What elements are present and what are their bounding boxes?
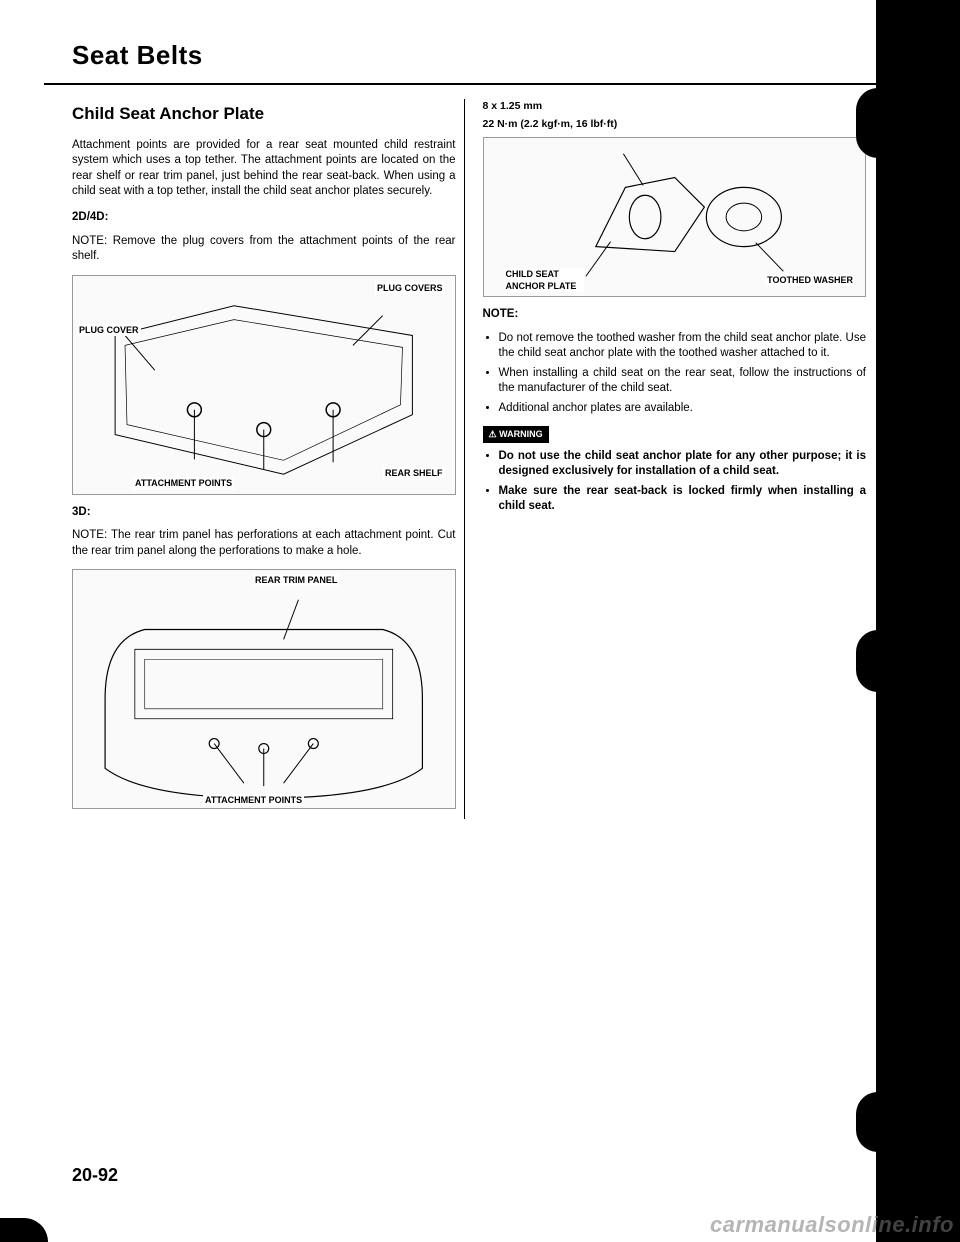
note-list: Do not remove the toothed washer from th… (483, 331, 867, 417)
label-attachment-points-2: ATTACHMENT POINTS (203, 794, 304, 806)
diagram-anchor-plate: CHILD SEAT ANCHOR PLATE TOOTHED WASHER (483, 137, 867, 297)
subhead-3d: 3D: (72, 505, 456, 521)
label-attachment-points-1: ATTACHMENT POINTS (133, 477, 234, 489)
page-title: Seat Belts (44, 20, 876, 77)
note-plug-covers: NOTE: Remove the plug covers from the at… (72, 234, 456, 265)
index-tab (856, 88, 878, 158)
left-column: Child Seat Anchor Plate Attachment point… (72, 99, 465, 819)
index-tab (856, 1092, 878, 1152)
warning-item: Do not use the child seat anchor plate f… (499, 449, 867, 480)
rear-trim-svg (73, 570, 455, 808)
figure-rear-trim: REAR TRIM PANEL ATTACHMENT POINTS (72, 569, 456, 809)
note-item: Do not remove the toothed washer from th… (499, 331, 867, 362)
label-rear-shelf: REAR SHELF (383, 467, 445, 479)
label-plug-covers: PLUG COVERS (375, 282, 445, 294)
warning-list: Do not use the child seat anchor plate f… (483, 449, 867, 515)
label-anchor-plate: CHILD SEAT ANCHOR PLATE (504, 268, 584, 292)
intro-paragraph: Attachment points are provided for a rea… (72, 138, 456, 200)
note-item: When installing a child seat on the rear… (499, 366, 867, 397)
content-columns: Child Seat Anchor Plate Attachment point… (44, 85, 876, 819)
manual-page: Seat Belts Child Seat Anchor Plate Attac… (44, 20, 876, 1200)
warning-badge: ⚠ WARNING (483, 426, 549, 442)
index-tab (856, 630, 878, 692)
warning-item: Make sure the rear seat-back is locked f… (499, 484, 867, 515)
right-column: 8 x 1.25 mm 22 N·m (2.2 kgf·m, 16 lbf·ft… (483, 99, 867, 819)
note-heading: NOTE: (483, 307, 867, 323)
figure-rear-shelf: PLUG COVER PLUG COVERS ATTACHMENT POINTS… (72, 275, 456, 495)
label-plug-cover: PLUG COVER (77, 324, 141, 336)
rear-shelf-svg (73, 276, 455, 494)
note-item: Additional anchor plates are available. (499, 401, 867, 417)
diagram-rear-trim: REAR TRIM PANEL ATTACHMENT POINTS (72, 569, 456, 809)
figure-anchor-plate: CHILD SEAT ANCHOR PLATE TOOTHED WASHER (483, 137, 867, 297)
label-toothed-washer: TOOTHED WASHER (765, 274, 855, 286)
watermark-text: carmanualsonline.info (704, 1208, 960, 1242)
subhead-2d4d: 2D/4D: (72, 210, 456, 226)
note-rear-trim: NOTE: The rear trim panel has perforatio… (72, 528, 456, 559)
bolt-spec: 8 x 1.25 mm (483, 99, 867, 113)
page-number: 20-92 (72, 1165, 118, 1186)
page-corner (0, 1218, 48, 1242)
diagram-rear-shelf: PLUG COVER PLUG COVERS ATTACHMENT POINTS… (72, 275, 456, 495)
label-rear-trim-panel: REAR TRIM PANEL (253, 574, 339, 586)
section-heading: Child Seat Anchor Plate (72, 103, 456, 126)
binding-spine (876, 0, 960, 1242)
torque-value: 22 N·m (2.2 kgf·m, 16 lbf·ft) (483, 117, 867, 131)
